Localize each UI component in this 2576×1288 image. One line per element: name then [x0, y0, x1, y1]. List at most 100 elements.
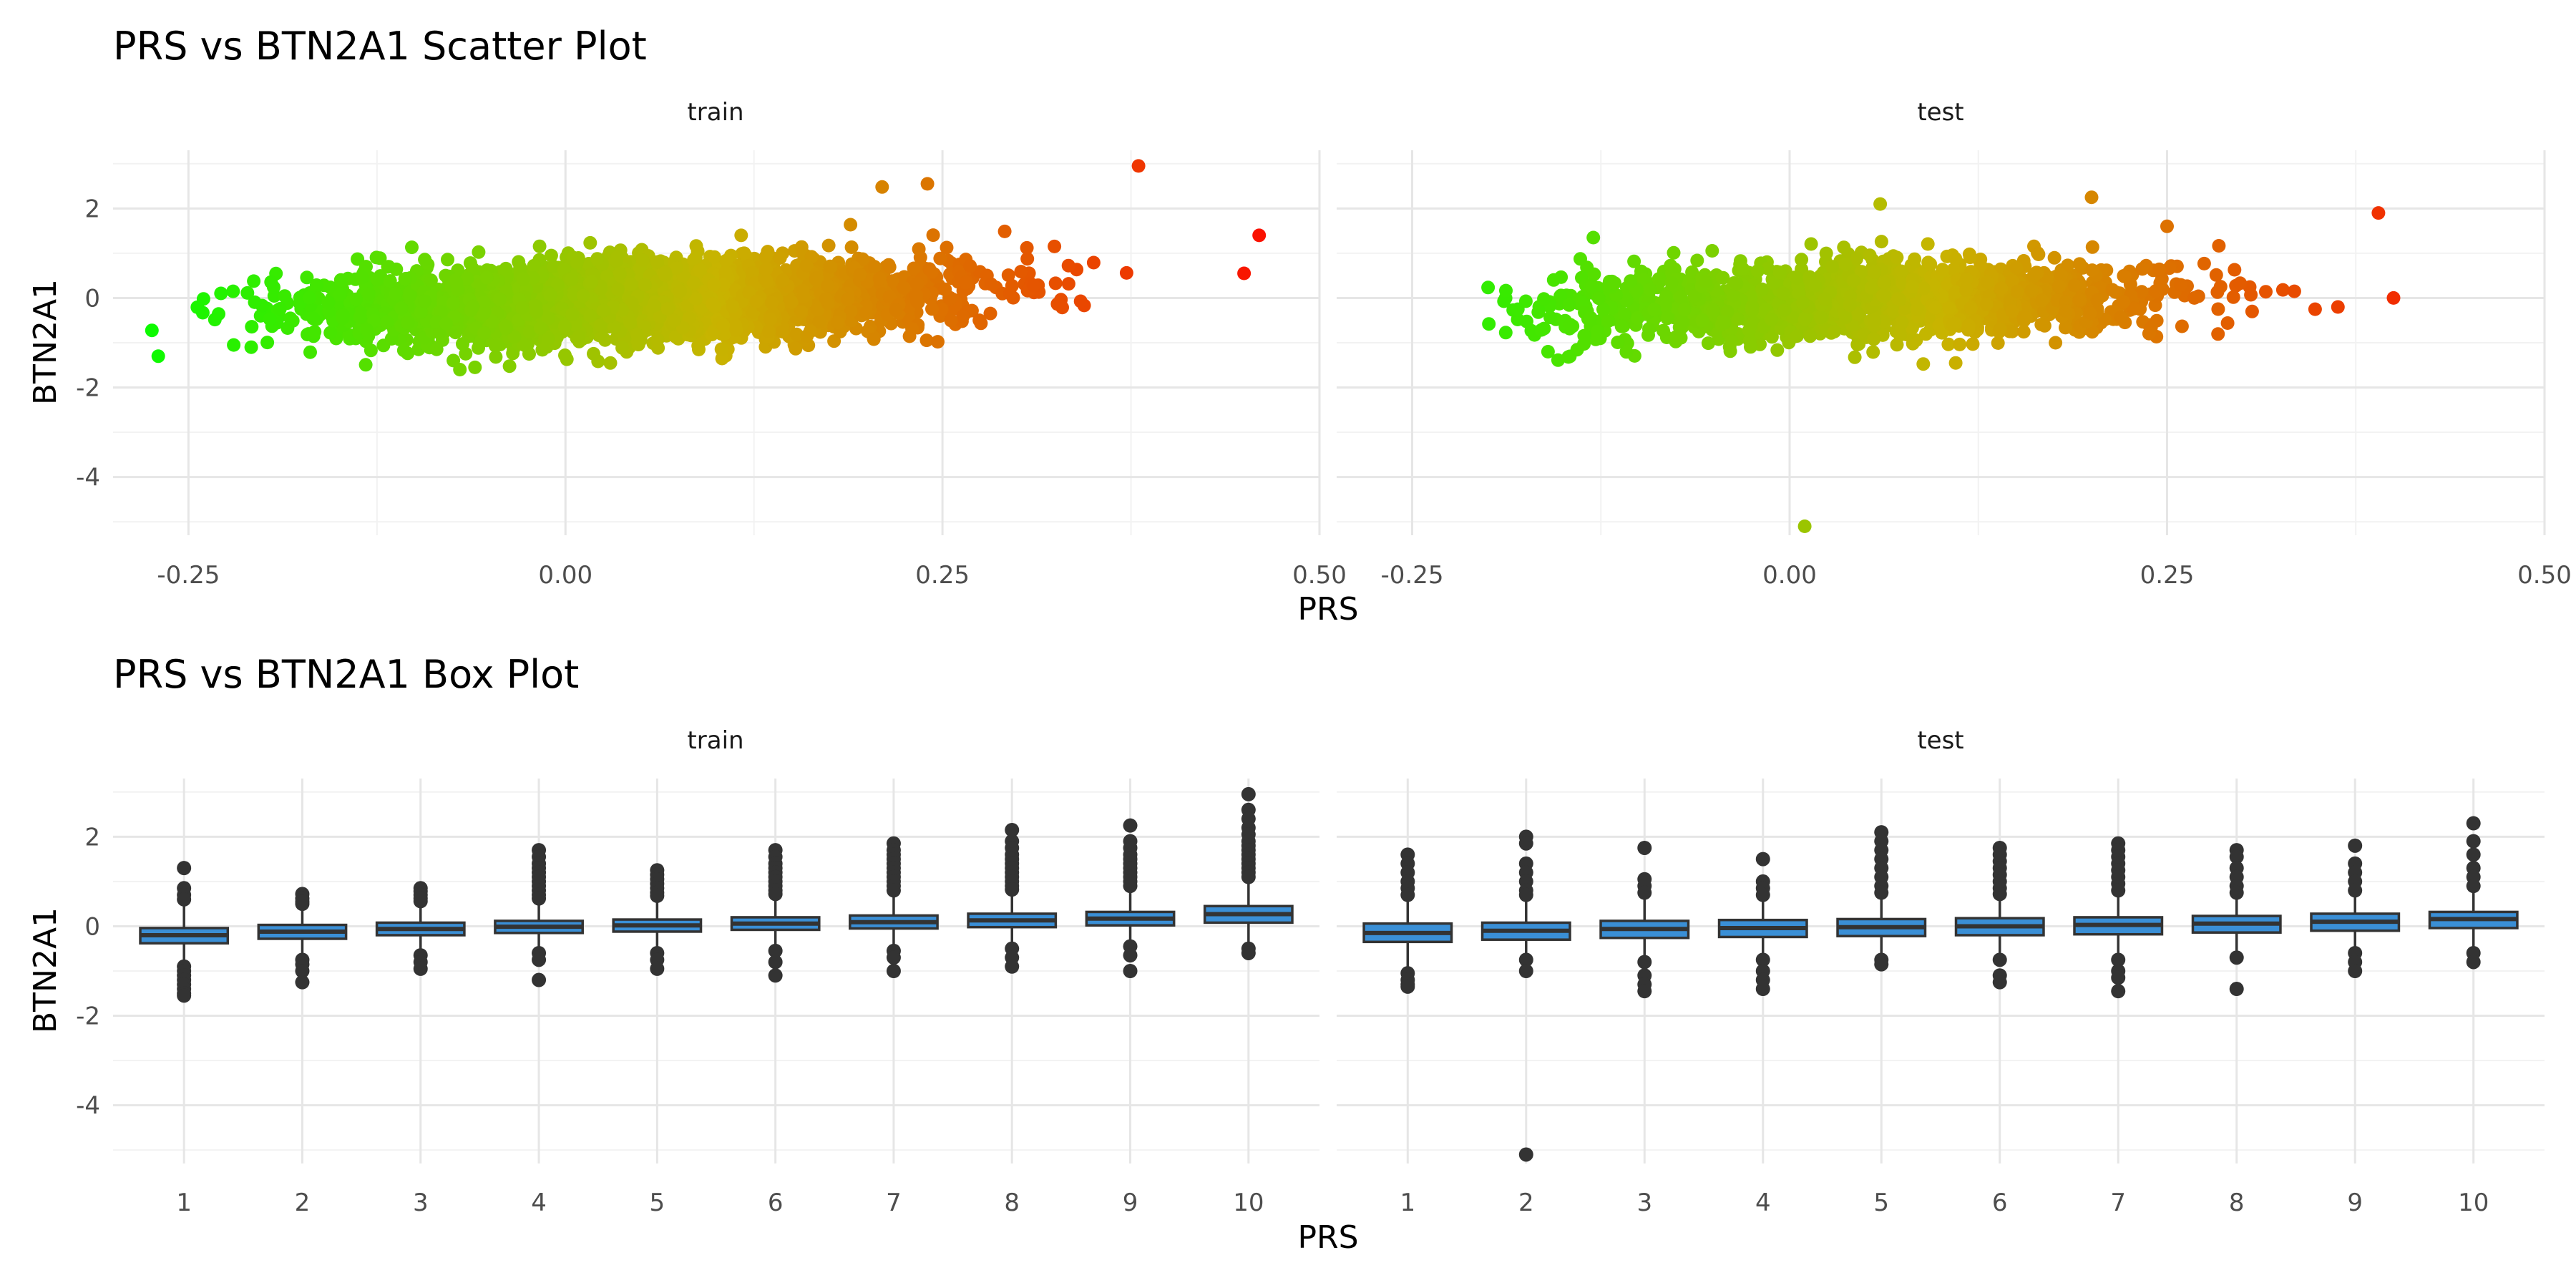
scatter-point — [453, 363, 467, 376]
scatter-point — [2226, 290, 2240, 304]
scatter-point — [1942, 301, 1956, 316]
scatter-point — [396, 343, 411, 358]
scatter-point — [1131, 159, 1146, 173]
scatter-point — [2259, 285, 2273, 299]
scatter-point — [933, 251, 947, 265]
scatter-point — [227, 338, 241, 352]
scatter-point — [623, 316, 638, 330]
scatter-point — [1546, 273, 1561, 287]
scatter-point — [1619, 345, 1634, 359]
scatter-point — [418, 294, 432, 308]
scatter-point — [381, 260, 396, 274]
scatter-point — [353, 310, 367, 324]
scatter-point — [541, 332, 555, 346]
scatter-point — [789, 327, 804, 341]
scatter-point — [907, 261, 921, 275]
scatter-point — [775, 325, 789, 338]
scatter-point — [2211, 302, 2225, 316]
scatter-point — [935, 302, 949, 316]
scatter-point — [568, 318, 582, 332]
scatter-point — [493, 292, 507, 306]
scatter-point — [1520, 314, 1533, 328]
scatter-point — [673, 284, 688, 298]
scatter-point — [472, 341, 485, 355]
scatter-point — [613, 266, 627, 280]
x-tick-label: 0.00 — [1762, 561, 1817, 590]
scatter-point — [1919, 327, 1933, 341]
scatter-point — [875, 180, 889, 194]
scatter-point — [541, 311, 555, 326]
scatter-point — [983, 306, 997, 321]
scatter-facet-label-train: train — [687, 98, 743, 127]
scatter-point — [1866, 345, 1880, 359]
scatter-point — [506, 346, 520, 361]
scatter-point — [248, 295, 262, 309]
scatter-point — [1963, 250, 1977, 265]
scatter-point — [749, 294, 763, 308]
scatter-point — [1916, 357, 1931, 371]
scatter-point — [214, 286, 228, 301]
scatter-panel-train: -0.25 0.00 0.25 0.50 — [113, 150, 1347, 590]
scatter-point — [1850, 338, 1865, 352]
scatter-point — [809, 272, 823, 286]
scatter-point — [466, 299, 480, 313]
scatter-point — [707, 278, 721, 292]
scatter-point — [1804, 237, 1818, 251]
scatter-point — [882, 290, 897, 304]
scatter-point — [355, 270, 369, 285]
scatter-point — [333, 273, 348, 287]
scatter-point — [841, 292, 855, 306]
scatter-point — [897, 280, 911, 295]
scatter-point — [658, 265, 673, 280]
scatter-point — [1026, 278, 1040, 293]
scatter-point — [565, 307, 580, 321]
scatter-point — [2114, 310, 2128, 324]
scatter-point — [765, 296, 779, 310]
scatter-point — [583, 308, 597, 323]
scatter-point — [323, 326, 338, 340]
scatter-point — [522, 325, 537, 339]
scatter-point — [401, 316, 415, 330]
scatter-point — [383, 274, 397, 288]
scatter-point — [1874, 235, 1888, 249]
scatter-point — [336, 308, 350, 322]
scatter-point — [263, 312, 277, 326]
scatter-point — [1020, 240, 1034, 255]
scatter-point — [597, 303, 610, 318]
scatter-point — [660, 302, 675, 316]
scatter-point — [479, 270, 494, 285]
scatter-facet-label-test: test — [1917, 98, 1963, 127]
scatter-point — [919, 333, 934, 348]
scatter-point — [439, 316, 453, 331]
scatter-point — [776, 273, 790, 288]
scatter-points-train — [145, 159, 1267, 376]
x-tick-label: 0.00 — [538, 561, 592, 590]
scatter-point — [527, 258, 541, 273]
scatter-point — [688, 250, 703, 265]
scatter-point — [1627, 254, 1641, 268]
scatter-point — [507, 330, 522, 344]
scatter-point — [434, 305, 448, 319]
scatter-point — [1482, 317, 1496, 331]
scatter-point — [499, 321, 513, 336]
scatter-point — [638, 278, 652, 292]
scatter-point — [647, 298, 661, 313]
scatter-point — [499, 261, 513, 275]
scatter-point — [650, 255, 664, 269]
scatter-point — [742, 286, 756, 299]
scatter-point — [403, 288, 417, 303]
scatter-point — [856, 252, 869, 266]
scatter-point — [1001, 268, 1015, 283]
scatter-point — [763, 313, 777, 326]
scatter-point — [1252, 228, 1267, 243]
scatter-point — [1611, 336, 1625, 349]
scatter-point — [447, 296, 461, 311]
scatter-point — [803, 324, 817, 338]
scatter-point — [1119, 265, 1133, 280]
scatter-point — [196, 292, 210, 306]
scatter-point — [940, 240, 954, 255]
x-tick-label: 0.25 — [915, 561, 970, 590]
scatter-point — [1690, 253, 1704, 268]
scatter-point — [273, 302, 287, 316]
scatter-point — [550, 278, 565, 292]
